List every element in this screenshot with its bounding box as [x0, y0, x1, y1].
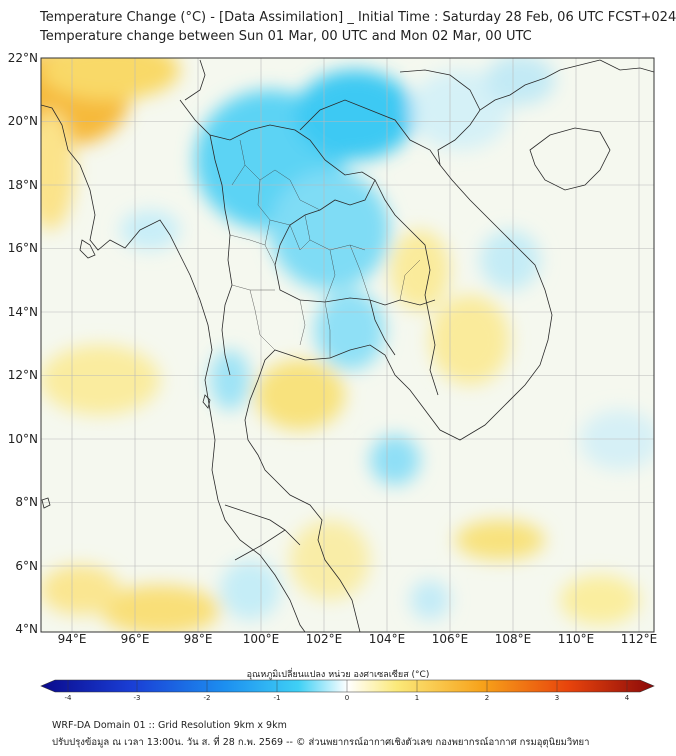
- lat-label: 6°N: [15, 559, 38, 573]
- coastlines: [41, 59, 654, 632]
- lat-label: 16°N: [7, 241, 38, 255]
- temperature-field: [41, 58, 654, 632]
- lat-label: 18°N: [7, 178, 38, 192]
- map-title-line1: Temperature Change (°C) - [Data Assimila…: [40, 10, 676, 25]
- map-frame: [40, 57, 655, 633]
- graticule: [41, 58, 654, 632]
- colorbar-tick: -4: [64, 694, 72, 702]
- lat-label: 14°N: [7, 305, 38, 319]
- colorbar-tick: -1: [273, 694, 281, 702]
- lon-label: 108°E: [494, 632, 532, 646]
- lat-label: 22°N: [7, 51, 38, 65]
- lat-label: 10°N: [7, 432, 38, 446]
- lon-label: 100°E: [242, 632, 280, 646]
- colorbar-tick: 2: [484, 694, 490, 702]
- colorbar: [40, 679, 655, 693]
- colorbar-tick: 0: [344, 694, 350, 702]
- lat-label: 12°N: [7, 368, 38, 382]
- lat-label: 20°N: [7, 114, 38, 128]
- map-title-line2: Temperature change between Sun 01 Mar, 0…: [40, 29, 532, 44]
- lon-label: 110°E: [557, 632, 595, 646]
- footer-credit: ปรับปรุงข้อมูล ณ เวลา 13:00น. วัน ส. ที่…: [52, 737, 590, 748]
- lon-label: 112°E: [620, 632, 658, 646]
- colorbar-tick: 4: [624, 694, 630, 702]
- lon-label: 96°E: [120, 632, 150, 646]
- colorbar-tick: 3: [554, 694, 560, 702]
- footer-model-info: WRF-DA Domain 01 :: Grid Resolution 9km …: [52, 720, 287, 731]
- colorbar-tick: 1: [414, 694, 420, 702]
- lon-label: 98°E: [183, 632, 213, 646]
- lon-label: 104°E: [368, 632, 406, 646]
- lat-label: 8°N: [15, 495, 38, 509]
- lon-label: 94°E: [57, 632, 87, 646]
- province-borders: [229, 139, 421, 358]
- colorbar-tick: -3: [133, 694, 141, 702]
- colorbar-title: อุณหภูมิเปลี่ยนแปลง หน่วย องศาเซลเซียส (…: [246, 670, 430, 680]
- colorbar-tick: -2: [203, 694, 211, 702]
- lon-label: 106°E: [431, 632, 469, 646]
- lat-label: 4°N: [15, 622, 38, 636]
- lon-label: 102°E: [305, 632, 343, 646]
- country-borders: [179, 59, 481, 561]
